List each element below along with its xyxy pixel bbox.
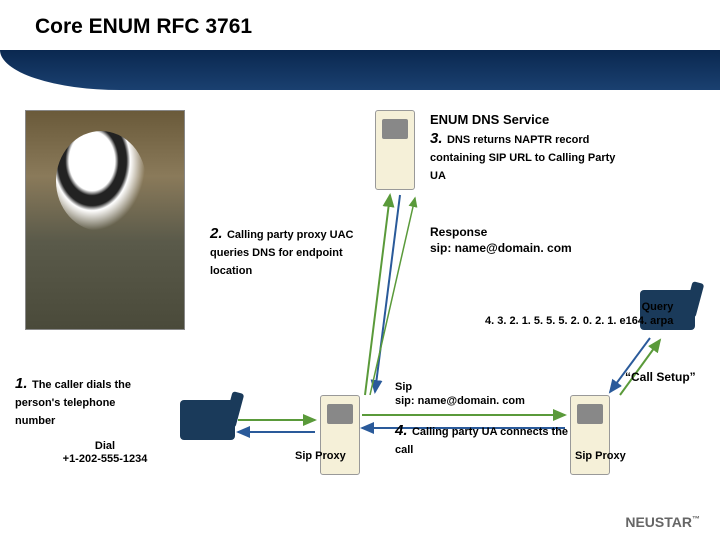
step-3-text: DNS returns NAPTR record containing SIP … bbox=[430, 134, 615, 182]
response-l2: sip: name@domain. com bbox=[430, 241, 572, 257]
response-text: Response sip: name@domain. com bbox=[430, 225, 572, 256]
sip-l1: Sip bbox=[395, 380, 525, 394]
enum-dns-server-icon bbox=[375, 110, 415, 190]
dial-line1: Dial bbox=[45, 440, 165, 453]
dog-photo bbox=[25, 110, 185, 330]
step-3: 3. DNS returns NAPTR record containing S… bbox=[430, 130, 630, 184]
dial-line2: +1-202-555-1234 bbox=[45, 453, 165, 466]
call-setup-label: “Call Setup” bbox=[625, 370, 696, 384]
step-4: 4. Calling party UA connects the call bbox=[395, 422, 575, 458]
step-1: 1. The caller dials the person's telepho… bbox=[15, 375, 150, 429]
sip-proxy-left-server-icon bbox=[320, 395, 360, 475]
page-title: Core ENUM RFC 3761 bbox=[35, 15, 252, 39]
logo-text: NEUSTAR bbox=[625, 514, 692, 530]
sip-proxy-left-label: Sip Proxy bbox=[295, 450, 346, 462]
step-2-num: 2. bbox=[210, 225, 223, 242]
step-2-text: Calling party proxy UAC queries DNS for … bbox=[210, 229, 354, 277]
dns-service-title: ENUM DNS Service bbox=[430, 112, 549, 127]
query-l2: 4. 3. 2. 1. 5. 5. 5. 2. 0. 2. 1. e164. a… bbox=[485, 314, 673, 328]
response-l1: Response bbox=[430, 225, 572, 241]
step-1-num: 1. bbox=[15, 375, 28, 392]
dial-label: Dial +1-202-555-1234 bbox=[45, 440, 165, 466]
step-4-num: 4. bbox=[395, 422, 408, 439]
step-4-text: Calling party UA connects the call bbox=[395, 426, 568, 456]
sip-proxy-right-label: Sip Proxy bbox=[575, 450, 626, 462]
caller-phone-icon bbox=[180, 400, 235, 440]
sip-l2: sip: name@domain. com bbox=[395, 394, 525, 408]
step-1-text: The caller dials the person's telephone … bbox=[15, 379, 131, 427]
query-text: Query 4. 3. 2. 1. 5. 5. 5. 2. 0. 2. 1. e… bbox=[485, 300, 673, 329]
sip-text: Sip sip: name@domain. com bbox=[395, 380, 525, 409]
query-l1: Query bbox=[485, 300, 673, 314]
step-3-num: 3. bbox=[430, 130, 443, 147]
header-band bbox=[0, 50, 720, 90]
sip-proxy-right-server-icon bbox=[570, 395, 610, 475]
neustar-logo: NEUSTAR™ bbox=[625, 514, 700, 530]
step-2: 2. Calling party proxy UAC queries DNS f… bbox=[210, 225, 380, 279]
